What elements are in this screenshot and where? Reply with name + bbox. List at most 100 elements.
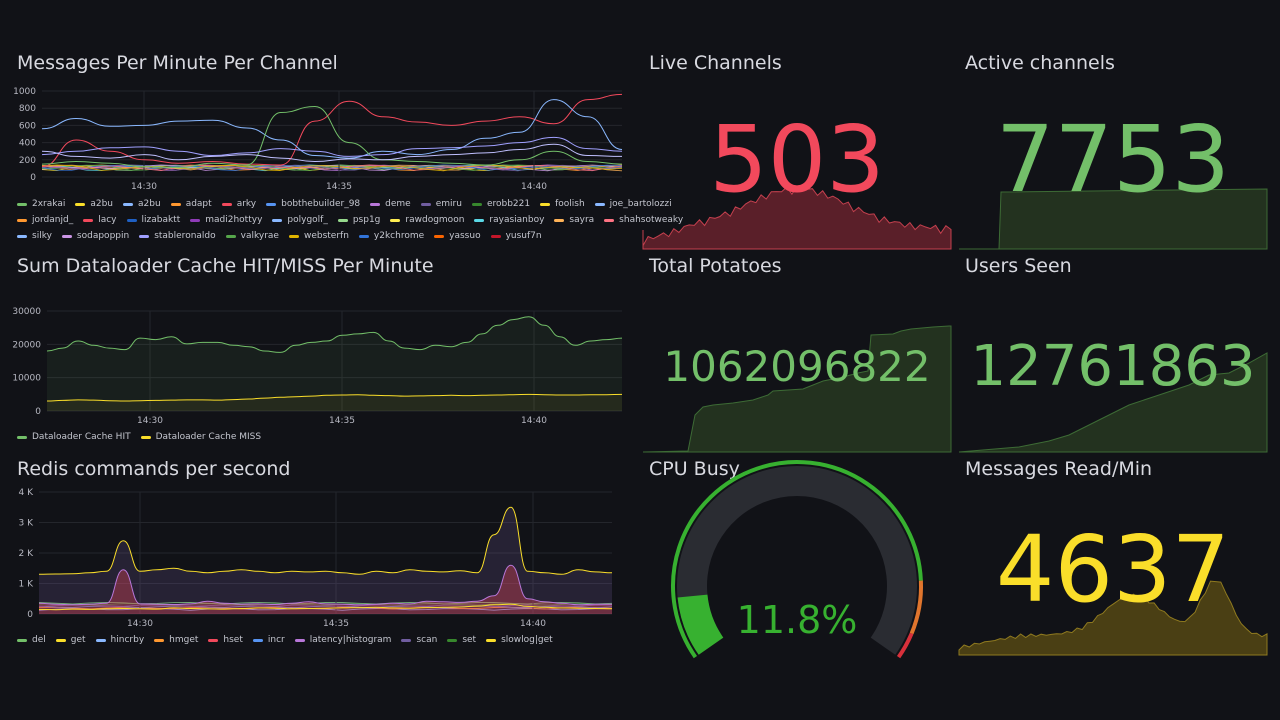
legend-item[interactable]: a2bu	[123, 199, 161, 209]
legend-swatch	[17, 638, 27, 642]
legend-item[interactable]: hmget	[154, 635, 198, 645]
legend-item[interactable]: adapt	[170, 199, 212, 209]
legend-label: silky	[32, 231, 52, 241]
legend-item[interactable]: foolish	[540, 199, 585, 209]
legend-swatch	[390, 218, 401, 222]
legend-swatch	[594, 202, 605, 206]
panel-title[interactable]: Total Potatoes	[649, 255, 782, 277]
legend-item[interactable]: a2bu	[75, 199, 113, 209]
legend-label: adapt	[185, 199, 212, 209]
legend-item[interactable]: deme	[370, 199, 411, 209]
legend-item[interactable]: get	[55, 635, 86, 645]
legend-item[interactable]: websterfn	[288, 231, 349, 241]
y-tick-label: 30000	[12, 307, 41, 317]
legend-label: hmget	[169, 635, 199, 645]
legend-item[interactable]: emiru	[420, 199, 462, 209]
legend-item[interactable]: hset	[208, 635, 243, 645]
legend-item[interactable]: rawdogmoon	[390, 215, 464, 225]
x-tick-label: 14:30	[127, 619, 153, 629]
chart-legend: 2xrakai a2bu a2bu adapt arky bobthebuilder_98…	[17, 196, 683, 244]
legend-item[interactable]: valkyrae	[225, 231, 279, 241]
dataloader-cache-panel: Sum Dataloader Cache HIT/MISS Per Minute…	[12, 255, 629, 451]
y-tick-label: 0	[30, 173, 36, 183]
legend-label: incr	[267, 635, 285, 645]
panel-title[interactable]: Messages Read/Min	[965, 458, 1153, 480]
legend-swatch	[83, 218, 94, 222]
legend-label: jordanjd_	[32, 215, 74, 225]
legend-label: psp1g	[352, 215, 381, 225]
legend-item[interactable]: latency|histogram	[294, 635, 391, 645]
legend-item[interactable]: yassuo	[434, 231, 481, 241]
legend-swatch	[17, 234, 27, 238]
legend-item[interactable]: yusuf7n	[490, 231, 542, 241]
legend-swatch	[447, 638, 458, 642]
legend-item[interactable]: polygolf_	[272, 215, 328, 225]
messages-read-sparkline	[958, 580, 1268, 656]
legend-label: sayra	[569, 215, 595, 225]
legend-item[interactable]: hincrby	[95, 635, 145, 645]
gauge-threshold-orange	[909, 580, 923, 635]
chart-legend: del get hincrby hmget hset incr latency|histog…	[17, 632, 629, 648]
legend-label: hincrby	[110, 635, 145, 645]
legend-label: polygolf_	[287, 215, 328, 225]
panel-title[interactable]: Active channels	[965, 52, 1115, 74]
legend-item[interactable]: slowlog|get	[486, 635, 553, 645]
legend-item[interactable]: stableronaldo	[139, 231, 216, 241]
series-line-dataloader-cache-miss	[46, 393, 623, 402]
legend-item[interactable]: rayasianboy	[474, 215, 544, 225]
legend-item[interactable]: erobb221	[471, 199, 531, 209]
legend-swatch	[126, 218, 137, 222]
legend-label: sodapoppin	[76, 231, 130, 241]
legend-item[interactable]: silky	[17, 231, 52, 241]
panel-title[interactable]: Sum Dataloader Cache HIT/MISS Per Minute	[17, 255, 434, 277]
legend-item[interactable]: lacy	[83, 215, 117, 225]
legend-swatch	[604, 218, 615, 222]
legend-item[interactable]: joe_bartolozzi	[594, 199, 672, 209]
legend-item[interactable]: y2kchrome	[358, 231, 424, 241]
legend-item[interactable]: arky	[221, 199, 256, 209]
legend-item[interactable]: shahsotweaky	[604, 215, 683, 225]
legend-item[interactable]: scan	[401, 635, 437, 645]
legend-label: madi2hottyy	[205, 215, 263, 225]
panel-title[interactable]: Users Seen	[965, 255, 1072, 277]
cache-chart[interactable]: 30000 20000 10000 0 14:30 14:35 14:40	[12, 255, 629, 435]
legend-swatch	[225, 234, 236, 238]
panel-title[interactable]: Redis commands per second	[17, 458, 291, 480]
y-tick-label: 10000	[12, 374, 41, 384]
legend-item[interactable]: Dataloader Cache MISS	[140, 432, 261, 442]
legend-item[interactable]: psp1g	[337, 215, 381, 225]
legend-item[interactable]: bobthebuilder_98	[266, 199, 360, 209]
y-tick-label: 0	[35, 407, 41, 417]
legend-item[interactable]: Dataloader Cache HIT	[17, 432, 131, 442]
legend-item[interactable]: madi2hottyy	[190, 215, 262, 225]
panel-title[interactable]: CPU Busy	[649, 458, 740, 480]
active-channels-sparkline	[959, 188, 1268, 250]
x-tick-label: 14:35	[326, 182, 352, 192]
legend-item[interactable]: incr	[252, 635, 285, 645]
legend-item[interactable]: jordanjd_	[17, 215, 73, 225]
legend-swatch	[140, 435, 151, 439]
legend-label: foolish	[555, 199, 585, 209]
y-tick-label: 600	[19, 121, 36, 131]
panel-title[interactable]: Messages Per Minute Per Channel	[17, 52, 338, 74]
legend-swatch	[17, 218, 27, 222]
y-tick-label: 2 K	[19, 549, 35, 559]
panel-title[interactable]: Live Channels	[649, 52, 782, 74]
legend-swatch	[401, 638, 412, 642]
legend-item[interactable]: lizabaktt	[126, 215, 180, 225]
messages-read-value: 4637	[995, 516, 1231, 623]
messages-per-minute-panel: Messages Per Minute Per Channel 1000 800 6…	[13, 52, 683, 248]
legend-label: erobb221	[486, 199, 531, 209]
redis-commands-panel: Redis commands per second 4 K 3 K 2 K 1 K 0 1…	[17, 458, 629, 654]
legend-item[interactable]: sodapoppin	[61, 231, 130, 241]
legend-item[interactable]: set	[447, 635, 476, 645]
legend-item[interactable]: del	[17, 635, 46, 645]
legend-swatch	[370, 202, 381, 206]
redis-chart[interactable]: 4 K 3 K 2 K 1 K 0 14:30 14:35 14:40	[17, 458, 629, 638]
legend-item[interactable]: sayra	[554, 215, 594, 225]
x-tick-label: 14:40	[520, 619, 546, 629]
series-line-slowlog-get	[38, 506, 613, 575]
messages-chart[interactable]: 1000 800 600 400 200 0 14:30 14:35 14:40	[13, 52, 629, 192]
legend-item[interactable]: 2xrakai	[17, 199, 65, 209]
legend-label: del	[32, 635, 46, 645]
